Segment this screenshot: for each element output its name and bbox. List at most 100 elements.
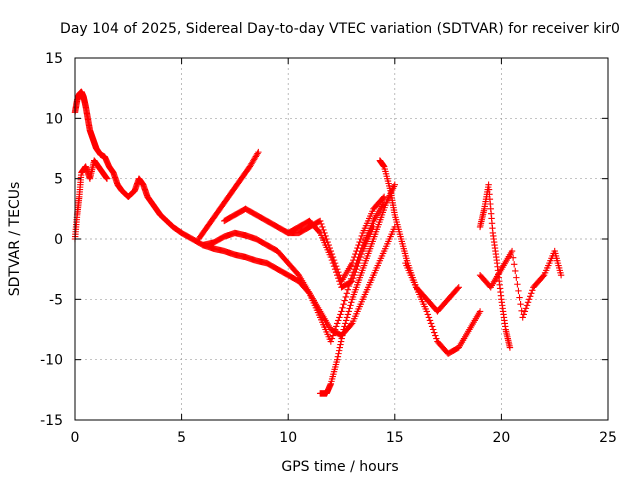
data-point xyxy=(525,296,533,303)
data-point xyxy=(348,259,356,267)
data-point xyxy=(429,326,437,333)
data-point xyxy=(508,247,516,255)
data-point xyxy=(329,332,337,339)
data-point xyxy=(358,232,365,240)
data-point xyxy=(343,314,351,321)
data-point xyxy=(329,259,337,267)
data-point xyxy=(529,287,536,294)
data-point xyxy=(517,300,524,308)
data-point xyxy=(340,300,347,308)
data-point xyxy=(353,247,360,255)
data-point xyxy=(512,267,519,275)
data-point xyxy=(334,272,341,279)
data-point xyxy=(334,353,342,360)
data-point xyxy=(379,194,387,202)
x-tick-label: 15 xyxy=(386,430,404,446)
data-point xyxy=(528,290,535,297)
series-arc-j xyxy=(476,247,565,321)
data-point xyxy=(318,220,325,228)
data-points xyxy=(71,88,565,397)
data-point xyxy=(347,321,355,328)
data-point xyxy=(351,253,358,261)
data-point xyxy=(338,335,345,342)
data-point xyxy=(354,262,361,270)
data-point xyxy=(341,323,348,330)
data-point xyxy=(315,228,323,235)
data-point xyxy=(353,265,360,273)
ticks: 0 5 10 15 20 25 -15 -10 -5 0 5 10 15 xyxy=(40,51,617,446)
data-point xyxy=(520,311,527,318)
data-point xyxy=(348,299,355,306)
data-point xyxy=(519,314,526,321)
data-point xyxy=(347,278,355,286)
data-point xyxy=(327,253,335,261)
x-tick-label: 5 xyxy=(177,430,186,446)
data-point xyxy=(331,265,339,273)
data-point xyxy=(515,287,522,295)
data-point xyxy=(337,311,344,318)
data-point xyxy=(355,259,362,267)
data-point xyxy=(510,261,518,268)
data-point xyxy=(351,272,358,279)
data-point xyxy=(424,311,432,318)
y-tick-label: 0 xyxy=(54,232,63,248)
data-point xyxy=(346,305,353,312)
data-point xyxy=(337,338,345,345)
data-point xyxy=(254,150,261,157)
data-point xyxy=(335,317,342,324)
data-point xyxy=(328,256,336,264)
data-point xyxy=(335,347,343,354)
data-point xyxy=(339,304,346,311)
data-point xyxy=(509,254,517,261)
data-point xyxy=(355,241,362,249)
data-point xyxy=(350,256,357,264)
y-tick-label: -10 xyxy=(40,353,63,369)
data-point xyxy=(327,338,335,345)
data-point xyxy=(336,314,343,321)
data-point xyxy=(433,335,440,342)
data-point xyxy=(344,286,352,293)
data-point xyxy=(427,320,435,327)
data-point xyxy=(330,329,338,336)
data-point xyxy=(380,193,388,200)
data-point xyxy=(431,329,438,336)
data-point xyxy=(345,308,352,315)
data-point xyxy=(539,273,547,280)
data-point xyxy=(426,317,434,324)
data-point xyxy=(526,293,534,300)
data-point xyxy=(319,223,326,231)
data-point xyxy=(357,253,364,261)
series-arc-h xyxy=(402,259,484,357)
data-point xyxy=(350,275,357,282)
data-point xyxy=(557,272,565,279)
data-point xyxy=(354,244,361,252)
y-tick-label: 5 xyxy=(54,172,63,188)
data-point xyxy=(356,238,363,246)
data-point xyxy=(425,314,433,321)
data-point xyxy=(506,344,514,351)
data-point xyxy=(523,302,531,309)
data-point xyxy=(524,299,532,306)
data-point xyxy=(330,262,338,270)
data-point xyxy=(516,294,523,301)
chart-title: Day 104 of 2025, Sidereal Day-to-day VTE… xyxy=(60,21,620,37)
data-point xyxy=(342,293,349,301)
data-point xyxy=(513,274,520,281)
data-point xyxy=(328,335,336,342)
data-point xyxy=(454,285,461,292)
y-tick-label: 15 xyxy=(45,51,63,67)
data-point xyxy=(335,350,342,357)
data-point xyxy=(316,217,324,225)
data-point xyxy=(336,344,343,351)
data-point xyxy=(343,290,351,297)
data-point xyxy=(338,308,345,315)
y-tick-label: -5 xyxy=(49,292,63,308)
data-point xyxy=(339,329,347,336)
data-point xyxy=(103,175,111,182)
series-arc-i xyxy=(476,181,514,351)
data-point xyxy=(455,284,462,291)
data-point xyxy=(356,256,363,264)
data-point xyxy=(341,297,348,304)
